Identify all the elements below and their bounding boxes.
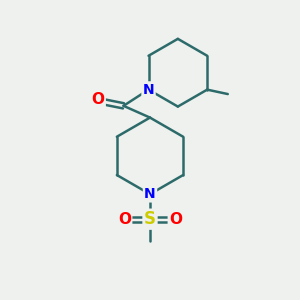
- Text: O: O: [92, 92, 104, 107]
- Text: N: N: [144, 187, 156, 201]
- Text: S: S: [144, 210, 156, 228]
- Text: O: O: [169, 212, 182, 227]
- Text: N: N: [143, 82, 154, 97]
- Text: O: O: [118, 212, 131, 227]
